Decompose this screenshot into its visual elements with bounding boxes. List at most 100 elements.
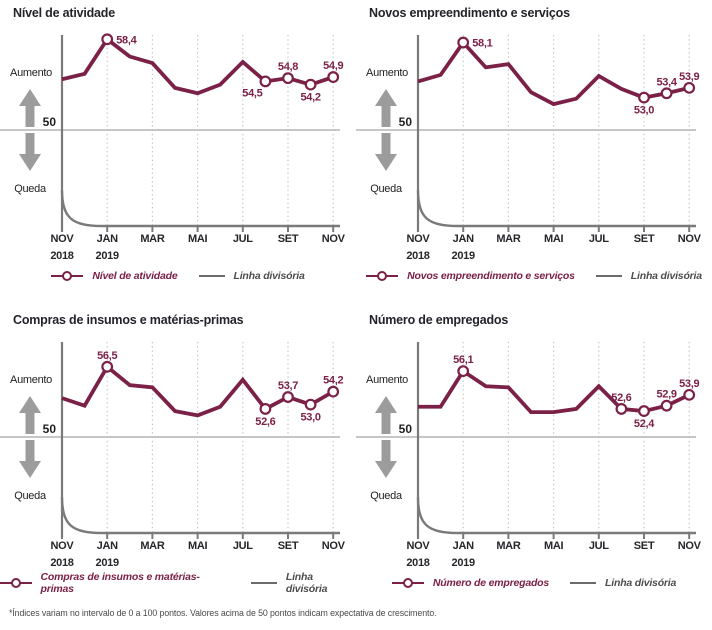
increase-arrow-icon bbox=[375, 396, 397, 434]
legend-divider-line-icon bbox=[570, 581, 597, 585]
x-tick-month-label: JAN bbox=[453, 540, 474, 552]
x-tick-month-label: NOV bbox=[322, 233, 346, 245]
x-tick-month-label: MAR bbox=[140, 540, 165, 552]
x-axis bbox=[60, 496, 340, 535]
increase-label: Aumento bbox=[366, 67, 408, 79]
decrease-label: Queda bbox=[370, 183, 403, 195]
x-tick-month-label: JUL bbox=[233, 233, 253, 245]
legend-divider-label: Linha divisória bbox=[233, 270, 305, 282]
data-point-label: 53,7 bbox=[278, 380, 298, 392]
data-point-label: 53,9 bbox=[679, 71, 699, 83]
x-tick-month-label: NOV bbox=[678, 233, 702, 245]
baseline-50-label: 50 bbox=[43, 422, 57, 436]
line-chart-compras-de-insumos: NOV 2018 JAN 2019 MAR MAI JUL SET NOV Aumento Qued… bbox=[0, 342, 346, 569]
data-point-label: 53,9 bbox=[679, 378, 699, 390]
legend-series-label: Novos empreendimento e serviços bbox=[407, 270, 575, 282]
increase-label: Aumento bbox=[366, 374, 408, 386]
chart-title: Compras de insumos e matérias-primas bbox=[13, 313, 244, 327]
data-point-marker bbox=[683, 388, 696, 401]
chart-legend: Número de empregados Linha divisória bbox=[356, 574, 712, 592]
decrease-arrow-icon bbox=[19, 133, 41, 171]
x-tick-month-label: NOV bbox=[407, 540, 431, 552]
data-point-label: 52,4 bbox=[634, 418, 655, 430]
data-point-marker bbox=[259, 75, 272, 88]
legend-series-label: Nível de atividade bbox=[92, 270, 178, 282]
data-point-label: 53,0 bbox=[634, 105, 654, 117]
legend-series-marker-icon bbox=[51, 271, 84, 281]
x-tick-year-label: 2019 bbox=[96, 557, 119, 569]
data-point-label: 53,0 bbox=[300, 412, 320, 424]
decrease-label: Queda bbox=[14, 183, 47, 195]
chart-title: Novos empreendimento e serviços bbox=[369, 6, 570, 20]
legend-divider-line-icon bbox=[595, 274, 622, 278]
x-tick-month-label: JUL bbox=[589, 540, 609, 552]
x-tick-month-label: MAI bbox=[544, 233, 564, 245]
legend-series-marker-icon bbox=[391, 578, 424, 588]
increase-arrow-icon bbox=[375, 89, 397, 127]
legend-series-marker-icon bbox=[366, 271, 399, 281]
data-point-marker bbox=[660, 399, 673, 412]
data-point-label: 54,2 bbox=[300, 92, 320, 104]
data-point-label: 52,9 bbox=[656, 389, 676, 401]
decrease-arrow-icon bbox=[19, 440, 41, 478]
x-tick-month-label: MAI bbox=[188, 233, 208, 245]
data-point-label: 54,5 bbox=[242, 87, 262, 99]
data-point-marker bbox=[660, 87, 673, 100]
data-point-marker bbox=[282, 72, 294, 85]
line-chart-nivel-de-atividade: NOV 2018 JAN 2019 MAR MAI JUL SET NOV Aumento Qued… bbox=[0, 33, 346, 262]
data-point-marker bbox=[638, 91, 650, 104]
x-tick-month-label: SET bbox=[634, 540, 655, 552]
legend-divider-line-icon bbox=[251, 581, 277, 585]
data-point-label: 54,9 bbox=[323, 60, 343, 72]
data-point-label: 56,5 bbox=[97, 350, 117, 362]
x-tick-year-label: 2018 bbox=[406, 250, 429, 262]
legend-divider-line-icon bbox=[198, 274, 225, 278]
chart-panel-nivel-de-atividade: Nível de atividade NOV 2018 JAN 2019 MAR MAI J… bbox=[0, 0, 356, 285]
chart-title: Número de empregados bbox=[369, 313, 509, 327]
charts-grid: Nível de atividade NOV 2018 JAN 2019 MAR MAI J… bbox=[0, 0, 712, 595]
chart-panel-compras-de-insumos: Compras de insumos e matérias-primas NOV… bbox=[0, 307, 356, 595]
data-point-marker bbox=[304, 78, 317, 91]
x-tick-year-label: 2019 bbox=[96, 250, 119, 262]
x-tick-year-label: 2018 bbox=[406, 557, 429, 569]
legend-series-label: Compras de insumos e matérias-primas bbox=[40, 571, 200, 595]
data-point-marker bbox=[638, 405, 650, 417]
x-axis bbox=[416, 189, 696, 228]
baseline-50-label: 50 bbox=[399, 422, 413, 436]
x-tick-month-label: NOV bbox=[678, 540, 702, 552]
data-point-marker bbox=[457, 36, 470, 49]
line-chart-novos-empreendimento-e-servicos: NOV 2018 JAN 2019 MAR MAI JUL SET NOV Aumento Qued… bbox=[356, 35, 702, 262]
data-point-label: 53,4 bbox=[656, 76, 677, 88]
x-tick-month-label: MAI bbox=[188, 540, 208, 552]
decrease-arrow-icon bbox=[375, 133, 397, 171]
x-tick-month-label: JAN bbox=[97, 233, 118, 245]
data-point-marker bbox=[457, 365, 470, 378]
data-point-marker bbox=[683, 81, 696, 94]
x-tick-year-label: 2019 bbox=[452, 557, 475, 569]
x-tick-month-label: JUL bbox=[233, 540, 253, 552]
x-tick-year-label: 2018 bbox=[50, 557, 73, 569]
x-axis bbox=[416, 496, 696, 535]
x-tick-month-label: SET bbox=[278, 540, 299, 552]
data-point-marker bbox=[101, 33, 114, 46]
chart-panel-numero-de-empregados: Número de empregados NOV 2018 JAN 2019 MAR MA… bbox=[356, 307, 712, 592]
x-tick-year-label: 2018 bbox=[50, 250, 73, 262]
data-point-marker bbox=[327, 71, 340, 83]
data-point-label: 52,6 bbox=[611, 392, 631, 404]
x-tick-month-label: JAN bbox=[453, 233, 474, 245]
x-tick-month-label: NOV bbox=[51, 233, 75, 245]
legend-divider-label: Linha divisória bbox=[605, 577, 677, 589]
data-point-marker bbox=[327, 385, 340, 398]
data-point-marker bbox=[282, 391, 294, 403]
data-point-label: 58,1 bbox=[472, 38, 492, 50]
data-point-marker bbox=[259, 403, 272, 415]
x-tick-month-label: JAN bbox=[97, 540, 118, 552]
legend-divider-label: Linha divisória bbox=[285, 571, 328, 595]
increase-arrow-icon bbox=[19, 396, 41, 434]
x-tick-month-label: NOV bbox=[51, 540, 75, 552]
data-point-label: 52,6 bbox=[255, 416, 275, 428]
x-tick-month-label: NOV bbox=[322, 540, 346, 552]
legend-series-marker-icon bbox=[0, 578, 32, 588]
x-tick-month-label: MAR bbox=[496, 540, 521, 552]
x-axis bbox=[60, 189, 340, 228]
